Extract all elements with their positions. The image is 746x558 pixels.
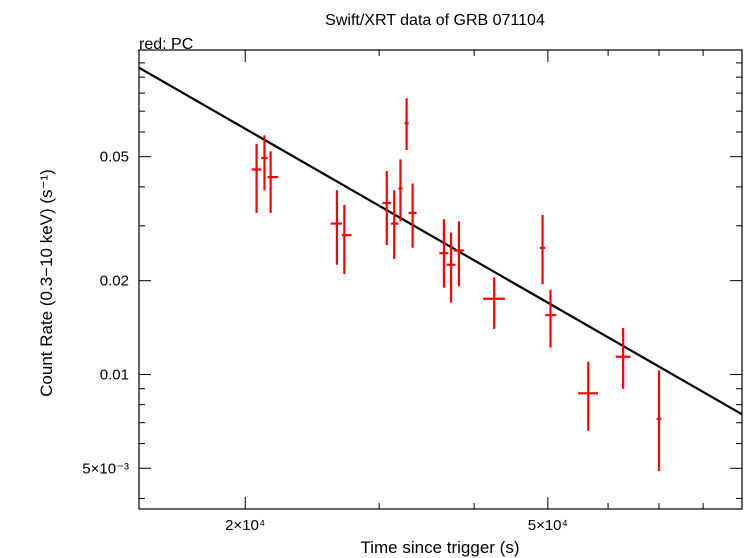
- x-tick-label: 5×10⁴: [528, 517, 568, 534]
- y-tick-label: 0.05: [100, 149, 129, 166]
- data-point: [539, 214, 546, 285]
- data-points: [251, 98, 662, 471]
- data-point: [404, 98, 409, 151]
- data-point: [615, 327, 631, 389]
- data-point: [398, 159, 403, 222]
- data-point: [261, 135, 268, 191]
- data-point: [578, 361, 599, 431]
- data-point: [382, 170, 392, 246]
- y-axis-label: Count Rate (0.3−10 keV) (s⁻¹): [37, 169, 56, 397]
- data-point: [446, 232, 456, 303]
- fit-line: [138, 66, 743, 416]
- data-point: [408, 183, 417, 248]
- x-axis-label: Time since trigger (s): [360, 538, 519, 557]
- data-point: [251, 143, 262, 213]
- data-point: [341, 204, 352, 275]
- power-law-fit: [138, 66, 743, 416]
- y-tick-label: 5×10⁻³: [82, 460, 129, 477]
- chart-subtitle: red: PC: [139, 36, 193, 53]
- data-point: [656, 370, 662, 471]
- data-point: [453, 221, 465, 287]
- data-point: [483, 277, 505, 329]
- data-point: [330, 190, 342, 265]
- y-tick-label: 0.01: [100, 366, 129, 383]
- plot-frame: [138, 49, 743, 510]
- data-point: [545, 289, 557, 348]
- y-tick-label: 0.02: [100, 273, 129, 290]
- data-point: [439, 219, 449, 288]
- axis-ticks: 2×10⁴ 5×10⁴ 5×10⁻³ 0.01 0.02 0.05: [82, 50, 743, 534]
- x-tick-label: 2×10⁴: [225, 517, 265, 534]
- data-point: [391, 190, 399, 259]
- chart-title: Swift/XRT data of GRB 071104: [325, 12, 545, 29]
- data-point: [267, 151, 279, 213]
